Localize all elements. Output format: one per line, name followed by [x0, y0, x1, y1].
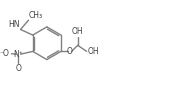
Text: OH: OH — [88, 47, 100, 56]
Text: HN: HN — [9, 20, 20, 29]
Text: N⁺: N⁺ — [13, 50, 23, 59]
Text: O: O — [15, 64, 21, 73]
Text: CH₃: CH₃ — [29, 11, 43, 20]
Text: ⁻O: ⁻O — [0, 49, 10, 58]
Text: O: O — [67, 47, 73, 56]
Text: OH: OH — [72, 27, 84, 36]
